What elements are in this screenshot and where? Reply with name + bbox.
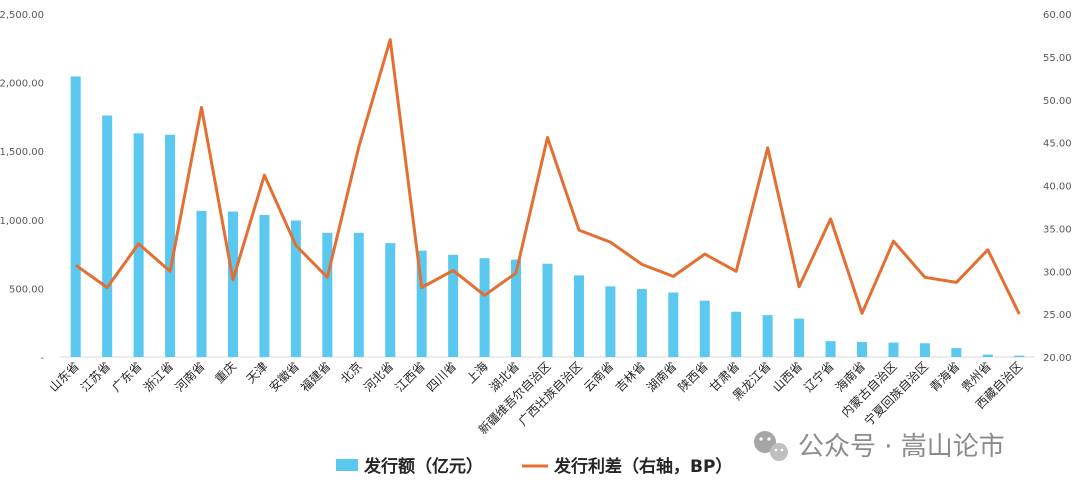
category-label: 浙江省: [141, 359, 176, 394]
left-tick-label: 500.00: [9, 284, 44, 295]
category-label: 湖南省: [643, 359, 679, 395]
bar-series: [70, 76, 1025, 358]
bar: [668, 292, 679, 357]
bar: [919, 343, 930, 357]
right-tick-label: 60.00: [1043, 10, 1072, 21]
category-label: 河南省: [172, 359, 208, 395]
bar: [70, 76, 81, 358]
bar: [573, 275, 584, 357]
left-tick-label: 1,500.00: [0, 147, 44, 158]
bar: [542, 263, 553, 357]
right-tick-label: 20.00: [1043, 353, 1072, 364]
bar: [1014, 355, 1025, 357]
category-label: 四川省: [424, 359, 459, 394]
category-label: 河北省: [361, 359, 396, 394]
category-label: 青海省: [926, 359, 962, 395]
bar: [857, 341, 868, 357]
category-label: 重庆: [212, 359, 239, 386]
bar: [794, 318, 805, 357]
bar: [290, 220, 301, 357]
watermark-text: 公众号 · 嵩山论市: [798, 432, 1005, 462]
spread-line: [74, 38, 1021, 315]
bar: [762, 315, 773, 357]
right-tick-label: 30.00: [1043, 267, 1072, 278]
bar: [227, 211, 238, 357]
bar: [731, 311, 742, 357]
right-tick-label: 25.00: [1043, 310, 1072, 321]
category-label: 山西省: [770, 359, 805, 394]
bar: [448, 254, 459, 357]
bar: [699, 300, 710, 357]
bar: [165, 134, 176, 357]
category-label: 天津: [244, 359, 271, 386]
category-label: 北京: [338, 359, 365, 386]
category-label: 云南省: [580, 359, 616, 395]
bar: [636, 289, 647, 357]
left-tick-label: 2,500.00: [0, 10, 44, 21]
category-label: 上海: [463, 359, 491, 387]
bar: [511, 259, 522, 357]
legend-swatch-bar: [336, 459, 358, 471]
bar: [385, 243, 396, 357]
category-label: 福建省: [297, 359, 333, 395]
category-label: 安徽省: [266, 359, 302, 395]
bar: [825, 341, 836, 357]
right-tick-label: 50.00: [1043, 96, 1072, 107]
legend: 发行额（亿元） 发行利差（右轴，BP）: [336, 456, 732, 477]
category-label: 江西省: [392, 359, 427, 394]
bar: [102, 115, 113, 357]
wechat-icon: [754, 431, 788, 461]
right-axis: 20.00 25.00 30.00 35.00 40.00 45.00 50.00 55.00…: [1043, 10, 1072, 364]
right-tick-label: 40.00: [1043, 182, 1072, 193]
right-tick-label: 35.00: [1043, 224, 1072, 235]
left-tick-label: -: [40, 353, 44, 364]
bar: [888, 342, 899, 357]
left-tick-label: 2,000.00: [0, 79, 44, 90]
bar: [259, 214, 270, 357]
category-label: 江苏省: [78, 359, 113, 394]
category-label: 辽宁省: [801, 359, 837, 395]
bar: [982, 354, 993, 357]
bar: [416, 250, 427, 357]
bar: [196, 210, 207, 357]
bar: [951, 348, 962, 357]
line-series: [74, 38, 1021, 315]
right-tick-label: 45.00: [1043, 139, 1072, 150]
left-tick-label: 1,000.00: [0, 216, 44, 227]
legend-label-line: 发行利差（右轴，BP）: [553, 456, 732, 477]
bar: [353, 232, 364, 357]
right-tick-label: 55.00: [1043, 53, 1072, 64]
category-label: 陕西省: [675, 359, 711, 395]
category-label: 广东省: [109, 359, 144, 394]
bar: [479, 258, 490, 357]
bar: [605, 286, 616, 357]
category-label: 山东省: [46, 359, 81, 394]
left-axis: - 500.00 1,000.00 1,500.00 2,000.00 2,500.00: [0, 10, 44, 364]
category-label: 吉林省: [613, 359, 648, 394]
legend-label-bar: 发行额（亿元）: [363, 456, 483, 477]
watermark: 公众号 · 嵩山论市: [754, 431, 1005, 462]
bar: [322, 232, 333, 357]
